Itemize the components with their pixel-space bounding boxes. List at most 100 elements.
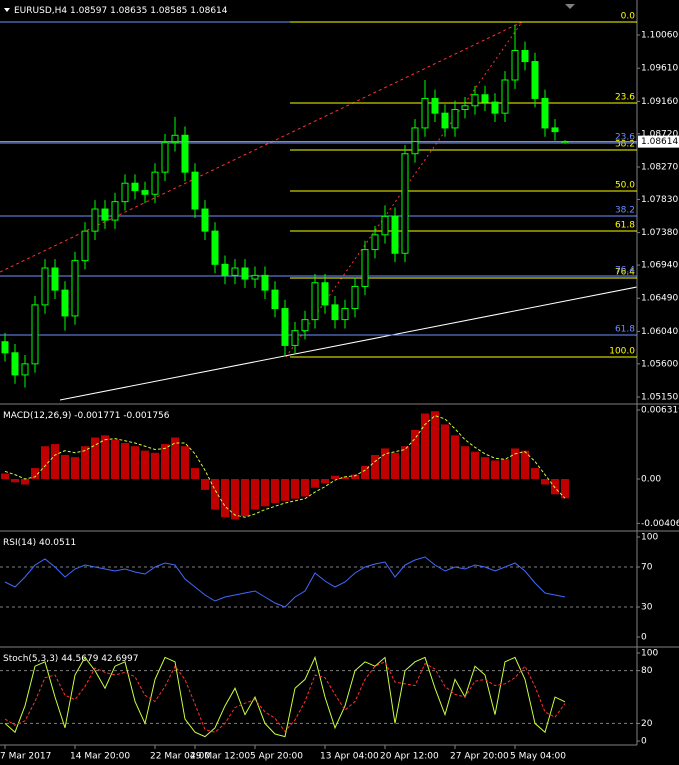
trend-line: [59, 286, 638, 401]
histogram-bar: [161, 444, 169, 480]
histogram-bar: [251, 479, 259, 510]
histogram-bar: [521, 450, 529, 480]
header-value: 1.08597: [70, 6, 107, 16]
header-value: 1.08585: [150, 6, 187, 16]
y-tick-label: 0.006319: [641, 406, 679, 416]
histogram-bar: [171, 437, 179, 480]
candle-body: [121, 182, 129, 203]
x-tick-label: 13 Apr 04:00: [320, 752, 379, 762]
panel-header: Stoch(5,3,3) 44.5679 42.6997: [3, 654, 139, 664]
x-tick-label: 14 Mar 20:00: [70, 752, 130, 762]
candle-body: [1, 341, 9, 354]
y-tick-label: 100: [641, 533, 658, 543]
candle-body: [471, 94, 479, 107]
y-tick-label: -0.004064: [641, 519, 679, 529]
candle-body: [461, 105, 469, 110]
histogram-bar: [231, 479, 239, 520]
indicator-name: MACD(12,26,9): [3, 411, 71, 421]
header-value: -0.001771: [74, 411, 120, 421]
histogram-bar: [191, 468, 199, 480]
candle-body: [381, 215, 389, 236]
candle-body: [541, 97, 549, 129]
y-tick-label: 1.08720: [641, 129, 678, 139]
fib-label: 50.0: [615, 181, 635, 191]
candle-body: [391, 215, 399, 254]
candle-body: [221, 263, 229, 276]
candle-body: [491, 101, 499, 114]
histogram-bar: [511, 448, 519, 480]
header-value: 42.6997: [101, 654, 138, 664]
candle-body: [511, 50, 519, 81]
candle-body: [451, 108, 459, 129]
candle-body: [311, 282, 319, 321]
histogram-bar: [301, 479, 309, 497]
fib-label: 0.0: [621, 12, 636, 22]
fib-label: 76.4: [615, 268, 635, 278]
histogram-bar: [371, 454, 379, 480]
y-tick-label: 0: [641, 633, 647, 643]
panel-header: RSI(14) 40.0511: [3, 538, 76, 548]
candle-body: [291, 330, 299, 346]
histogram-bar: [401, 446, 409, 480]
candle-body: [421, 97, 429, 129]
header-value: 40.0511: [39, 538, 76, 548]
y-tick-label: 100: [641, 649, 658, 659]
histogram-bar: [11, 479, 19, 483]
candle-body: [401, 153, 409, 254]
histogram-bar: [31, 468, 39, 480]
candle-body: [51, 267, 59, 291]
histogram-bar: [51, 444, 59, 480]
fib-label: 23.6: [615, 92, 635, 102]
candle-body: [111, 201, 119, 221]
y-tick-label: 1.05600: [641, 359, 678, 369]
histogram-bar: [351, 474, 359, 480]
candle-body: [431, 97, 439, 114]
panel-header: EURUSD,H4 1.08597 1.08635 1.08585 1.0861…: [14, 6, 228, 16]
histogram-bar: [381, 448, 389, 480]
candle-body: [551, 127, 559, 133]
indicator-name: RSI(14): [3, 538, 36, 548]
y-tick-label: 1.07380: [641, 228, 678, 238]
histogram-bar: [151, 452, 159, 480]
candle-body: [11, 352, 19, 376]
y-tick-label: 1.06490: [641, 294, 678, 304]
y-tick-label: 1.09160: [641, 97, 678, 107]
candle-body: [251, 274, 259, 280]
histogram-bar: [81, 446, 89, 480]
candle-body: [351, 285, 359, 310]
histogram-bar: [21, 479, 29, 485]
histogram-bar: [471, 451, 479, 480]
y-tick-label: 70: [641, 563, 653, 573]
y-tick-label: 1.05150: [641, 393, 678, 403]
histogram-bar: [321, 479, 329, 484]
candle-body: [341, 308, 349, 321]
header-value: 1.08635: [110, 6, 147, 16]
candle-body: [21, 363, 29, 376]
histogram-bar: [91, 437, 99, 480]
histogram-bar: [361, 465, 369, 480]
histogram-bar: [1, 473, 9, 480]
candle-body: [81, 230, 89, 262]
histogram-bar: [131, 446, 139, 480]
candle-body: [41, 267, 49, 306]
indicator-line: [4, 415, 566, 518]
y-tick-label: 0.00: [641, 475, 661, 485]
indicator-line: [4, 661, 566, 733]
histogram-bar: [261, 479, 269, 507]
candle-body: [521, 50, 529, 63]
histogram-bar: [241, 479, 249, 517]
cursor-marker: [565, 4, 575, 9]
candle-body: [271, 289, 279, 310]
trend-line: [285, 21, 523, 358]
candle-body: [171, 134, 179, 144]
histogram-bar: [551, 479, 559, 495]
candle-body: [321, 282, 329, 306]
histogram-bar: [411, 429, 419, 480]
histogram-bar: [41, 446, 49, 480]
histogram-bar: [121, 442, 129, 480]
histogram-bar: [221, 479, 229, 518]
candle-body: [531, 61, 539, 99]
histogram-bar: [431, 411, 439, 480]
candle-body: [241, 267, 249, 280]
y-tick-label: 20: [641, 719, 653, 729]
